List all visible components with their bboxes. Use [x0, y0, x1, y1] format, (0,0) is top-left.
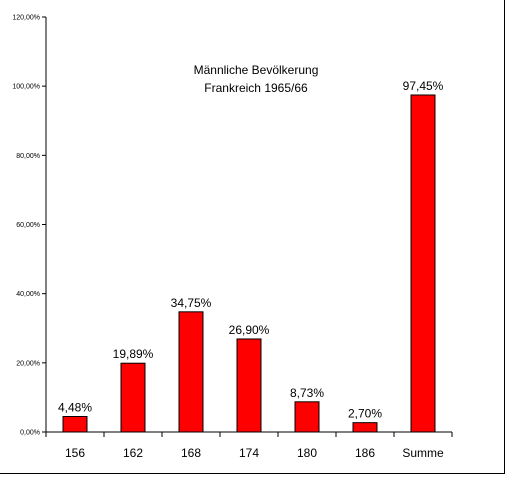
y-tick-label: 60,00% [16, 222, 40, 229]
frame-bottom-edge [0, 473, 505, 474]
bar [120, 362, 146, 433]
data-label: 8,73% [290, 386, 324, 400]
x-axis: 156 162 168 174 180 186 Summe [45, 431, 453, 460]
chart-title-line-2: Frankreich 1965/66 [204, 81, 308, 95]
x-tick-label: 174 [239, 446, 259, 460]
data-label: 97,45% [403, 79, 444, 93]
bar [62, 416, 88, 433]
y-tick-label: 100,00% [12, 84, 40, 91]
data-labels: 4,48% 19,89% 34,75% 26,90% 8,73% 2,70% 97,45% [58, 79, 444, 421]
bars [62, 94, 436, 433]
y-tick-label: 0,00% [20, 430, 40, 437]
bar [294, 401, 320, 433]
data-label: 2,70% [348, 407, 382, 421]
chart-title: Männliche Bevölkerung Frankreich 1965/66 [194, 63, 319, 95]
data-label: 26,90% [229, 323, 270, 337]
data-label: 19,89% [113, 347, 154, 361]
frame-right-edge [504, 0, 505, 474]
y-tick-label: 120,00% [12, 15, 40, 22]
y-tick-label: 20,00% [16, 360, 40, 367]
bar [352, 422, 378, 433]
data-label: 34,75% [171, 296, 212, 310]
data-label: 4,48% [58, 401, 92, 415]
bar [410, 94, 436, 433]
y-tick-label: 40,00% [16, 291, 40, 298]
y-tick-label: 80,00% [16, 153, 40, 160]
bar [236, 338, 262, 433]
x-tick-label: 162 [123, 446, 143, 460]
chart-title-line-1: Männliche Bevölkerung [194, 63, 319, 77]
x-tick-label: 168 [181, 446, 201, 460]
x-tick-label: 186 [355, 446, 375, 460]
x-tick-label: 180 [297, 446, 317, 460]
bar [178, 311, 204, 433]
x-tick-label: 156 [65, 446, 85, 460]
y-axis: 0,00% 20,00% 40,00% 60,00% 80,00% 100,00% 120,… [12, 15, 47, 437]
x-tick-label: Summe [402, 446, 444, 460]
